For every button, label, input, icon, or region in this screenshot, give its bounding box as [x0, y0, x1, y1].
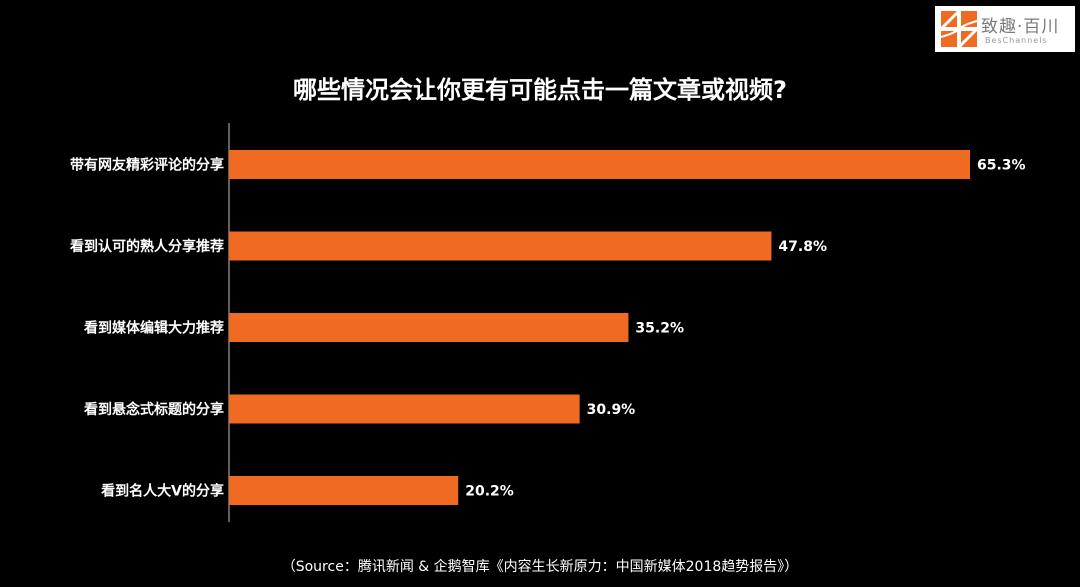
- value-label: 47.8%: [778, 239, 827, 255]
- bar: [229, 150, 970, 179]
- value-label: 65.3%: [977, 158, 1026, 174]
- logo-name-en: BesChannels: [985, 36, 1048, 45]
- logo-name-cn: 致趣·百川: [981, 17, 1060, 37]
- value-label: 30.9%: [587, 402, 636, 418]
- value-label: 35.2%: [635, 321, 684, 337]
- category-label: 看到认可的熟人分享推荐: [69, 238, 224, 255]
- value-label: 20.2%: [465, 484, 514, 500]
- bar: [229, 313, 629, 342]
- category-label: 看到名人大V的分享: [100, 483, 224, 500]
- logo-mark-icon: [939, 9, 979, 49]
- bar: [229, 476, 459, 505]
- chart-title: 哪些情况会让你更有可能点击一篇文章或视频?: [293, 76, 787, 104]
- brand-logo: 致趣·百川 BesChannels: [935, 6, 1075, 52]
- bar: [229, 231, 772, 261]
- bar: [229, 394, 580, 424]
- category-label: 看到媒体编辑大力推荐: [83, 320, 224, 337]
- source-note: （Source：腾讯新闻 & 企鹅智库《内容生长新原力：中国新媒体2018趋势报…: [281, 559, 799, 575]
- category-label: 看到悬念式标题的分享: [83, 401, 224, 418]
- category-label: 带有网友精彩评论的分享: [70, 157, 224, 174]
